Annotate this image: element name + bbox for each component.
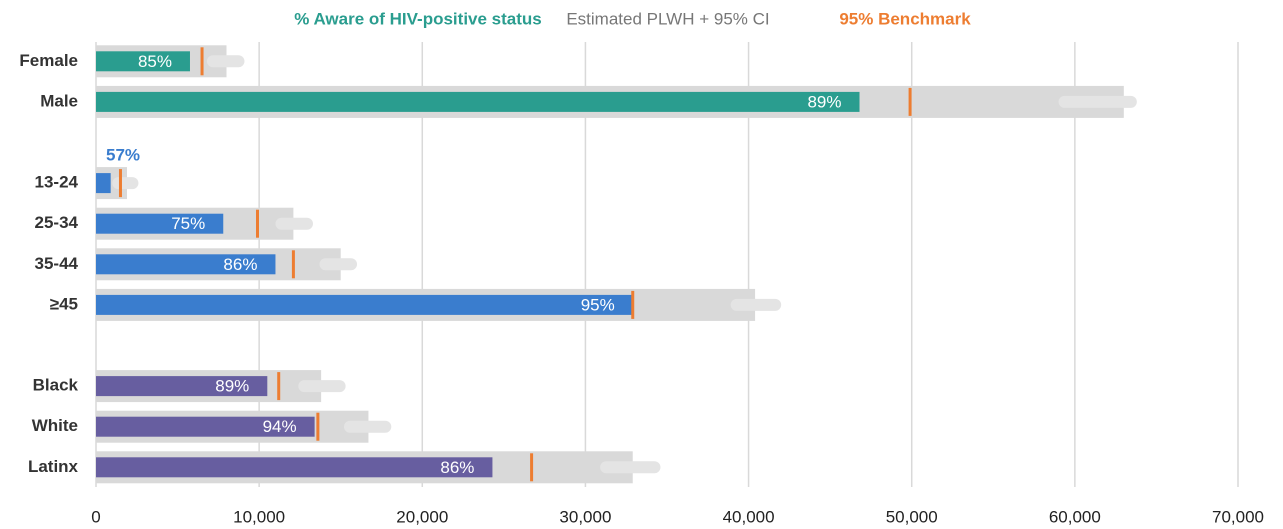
value-label: 75% bbox=[171, 214, 205, 233]
x-tick-label: 20,000 bbox=[396, 507, 448, 526]
ci-bar bbox=[343, 420, 392, 433]
y-tick-label: 25-34 bbox=[35, 213, 79, 232]
ci-bar bbox=[1058, 95, 1137, 108]
aware-bar bbox=[96, 254, 276, 275]
value-label: 89% bbox=[215, 377, 249, 396]
ci-bar bbox=[298, 380, 346, 393]
aware-bar bbox=[96, 91, 860, 112]
value-label: 57% bbox=[106, 146, 140, 165]
legend-entry: % Aware of HIV-positive status bbox=[294, 9, 542, 28]
aware-bar bbox=[96, 213, 224, 234]
y-tick-label: Male bbox=[40, 91, 78, 110]
aware-bar bbox=[96, 416, 315, 437]
legend-entry: Estimated PLWH + 95% CI bbox=[566, 9, 769, 28]
y-tick-label: ≥45 bbox=[50, 294, 78, 313]
value-label: 89% bbox=[807, 92, 841, 111]
aware-bar bbox=[96, 51, 190, 72]
value-label: 85% bbox=[138, 52, 172, 71]
value-label: 86% bbox=[440, 458, 474, 477]
y-tick-label: 35-44 bbox=[35, 254, 79, 273]
x-tick-label: 10,000 bbox=[233, 507, 285, 526]
x-tick-label: 40,000 bbox=[723, 507, 775, 526]
value-label: 95% bbox=[581, 295, 615, 314]
y-tick-label: Female bbox=[19, 51, 78, 70]
ci-bar bbox=[206, 55, 245, 68]
ci-bar bbox=[730, 298, 782, 311]
legend-entry: 95% Benchmark bbox=[839, 9, 971, 28]
y-tick-label: Black bbox=[33, 376, 79, 395]
x-tick-label: 0 bbox=[91, 507, 100, 526]
x-tick-label: 50,000 bbox=[886, 507, 938, 526]
value-label: 94% bbox=[263, 417, 297, 436]
y-tick-label: 13-24 bbox=[35, 173, 79, 192]
ci-bar bbox=[112, 177, 139, 190]
x-tick-label: 60,000 bbox=[1049, 507, 1101, 526]
aware-bar bbox=[96, 457, 493, 478]
x-tick-label: 70,000 bbox=[1212, 507, 1264, 526]
x-tick-label: 30,000 bbox=[559, 507, 611, 526]
value-label: 86% bbox=[223, 255, 257, 274]
y-tick-label: Latinx bbox=[28, 457, 79, 476]
ci-bar bbox=[319, 258, 358, 271]
aware-bar bbox=[96, 173, 111, 194]
aware-bar bbox=[96, 376, 268, 397]
ci-bar bbox=[600, 461, 661, 474]
aware-bar bbox=[96, 294, 633, 315]
y-tick-label: White bbox=[32, 416, 78, 435]
ci-bar bbox=[275, 217, 313, 230]
